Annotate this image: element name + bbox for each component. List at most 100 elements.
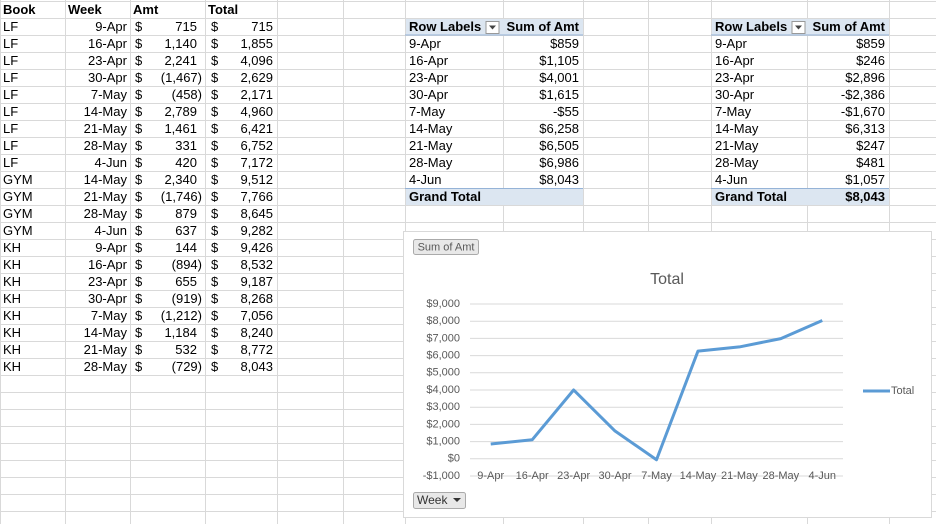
y-tick-label: -$1,000	[423, 470, 460, 482]
chart-title: Total	[650, 271, 684, 288]
pivot-value: $1,615	[539, 87, 579, 102]
pivot-value: -$55	[553, 104, 579, 119]
total-cell: 8,772	[240, 342, 273, 357]
total-cell: 4,096	[240, 53, 273, 68]
pivot-value: $4,001	[539, 70, 579, 85]
pivot-value: $6,505	[539, 138, 579, 153]
book-cell: KH	[3, 308, 21, 323]
x-tick-label: 14-May	[680, 470, 717, 482]
total-cell: 8,645	[240, 206, 273, 221]
total-cell: 7,172	[240, 155, 273, 170]
book-cell: LF	[3, 19, 18, 34]
amt-cell: 1,140	[164, 36, 197, 51]
y-tick-label: $3,000	[426, 401, 460, 413]
y-tick-label: $8,000	[426, 315, 460, 327]
currency: $	[211, 342, 219, 357]
y-tick-label: $0	[448, 453, 460, 465]
currency: $	[135, 104, 143, 119]
book-cell: LF	[3, 138, 18, 153]
currency: $	[211, 53, 219, 68]
field-button[interactable]	[413, 492, 466, 509]
week-cell: 28-May	[84, 206, 128, 221]
pivot-value: $247	[856, 138, 885, 153]
currency: $	[135, 36, 143, 51]
amt-cell: 637	[175, 223, 197, 238]
pivot-value: $1,057	[845, 172, 885, 187]
pivot-row-label: 7-May	[409, 104, 446, 119]
total-cell: 9,282	[240, 223, 273, 238]
pivot-row-label: 28-May	[715, 155, 759, 170]
amt-cell: (1,746)	[161, 189, 202, 204]
column-header: Amt	[133, 2, 159, 17]
pivot-row-label: 30-Apr	[409, 87, 449, 102]
total-cell: 7,766	[240, 189, 273, 204]
amt-cell: 420	[175, 155, 197, 170]
currency: $	[135, 257, 143, 272]
amt-cell: 144	[175, 240, 197, 255]
total-cell: 1,855	[240, 36, 273, 51]
week-cell: 4-Jun	[94, 155, 127, 170]
currency: $	[211, 257, 219, 272]
total-cell: 2,171	[240, 87, 273, 102]
week-cell: 30-Apr	[88, 70, 128, 85]
currency: $	[211, 291, 219, 306]
currency: $	[211, 223, 219, 238]
currency: $	[211, 36, 219, 51]
filter-arrow	[795, 25, 802, 30]
pivot-row-label: 9-Apr	[715, 36, 747, 51]
column-header: Book	[3, 2, 36, 17]
field-button[interactable]	[413, 239, 479, 255]
amt-cell: (1,467)	[161, 70, 202, 85]
currency: $	[135, 189, 143, 204]
currency: $	[135, 70, 143, 85]
pivot-header: Sum of Amt	[813, 19, 886, 34]
pivot-value: $6,258	[539, 121, 579, 136]
amt-cell: (729)	[172, 359, 202, 374]
pivot-value: $481	[856, 155, 885, 170]
column-header: Week	[68, 2, 102, 17]
grand-total-value: $8,043	[845, 189, 885, 204]
week-cell: 9-Apr	[95, 240, 127, 255]
x-tick-label: 30-Apr	[599, 470, 632, 482]
week-cell: 28-May	[84, 138, 128, 153]
book-cell: KH	[3, 274, 21, 289]
week-cell: 7-May	[91, 308, 128, 323]
book-cell: KH	[3, 342, 21, 357]
pivot-value: $859	[550, 36, 579, 51]
currency: $	[135, 87, 143, 102]
x-tick-label: 28-May	[762, 470, 799, 482]
pivot-value: $2,896	[845, 70, 885, 85]
amt-cell: (1,212)	[161, 308, 202, 323]
grand-total-label: Grand Total	[715, 189, 787, 204]
book-cell: LF	[3, 121, 18, 136]
currency: $	[211, 19, 219, 34]
week-cell: 21-May	[84, 189, 128, 204]
currency: $	[211, 189, 219, 204]
pivot-row-label: 16-Apr	[409, 53, 449, 68]
week-cell: 23-Apr	[88, 53, 128, 68]
total-cell: 7,056	[240, 308, 273, 323]
series-line	[490, 319, 823, 462]
amt-cell: 655	[175, 274, 197, 289]
pivot-row-label: 28-May	[409, 155, 453, 170]
currency: $	[135, 325, 143, 340]
amt-cell: 879	[175, 206, 197, 221]
pivot-row-label: 23-Apr	[715, 70, 755, 85]
week-cell: 14-May	[84, 104, 128, 119]
y-tick-label: $7,000	[426, 332, 460, 344]
pivot-row-label: 16-Apr	[715, 53, 755, 68]
field-button-label: Week	[417, 493, 448, 507]
total-cell: 8,240	[240, 325, 273, 340]
book-cell: KH	[3, 325, 21, 340]
currency: $	[211, 155, 219, 170]
grand-total-bg	[712, 189, 889, 205]
y-tick-label: $1,000	[426, 436, 460, 448]
pivot-row-label: 7-May	[715, 104, 752, 119]
dropdown-arrow	[453, 498, 461, 502]
amt-cell: (458)	[172, 87, 202, 102]
total-cell: 8,268	[240, 291, 273, 306]
total-cell: 9,426	[240, 240, 273, 255]
pivot-value: $6,313	[845, 121, 885, 136]
book-cell: GYM	[3, 189, 33, 204]
week-cell: 16-Apr	[88, 257, 128, 272]
